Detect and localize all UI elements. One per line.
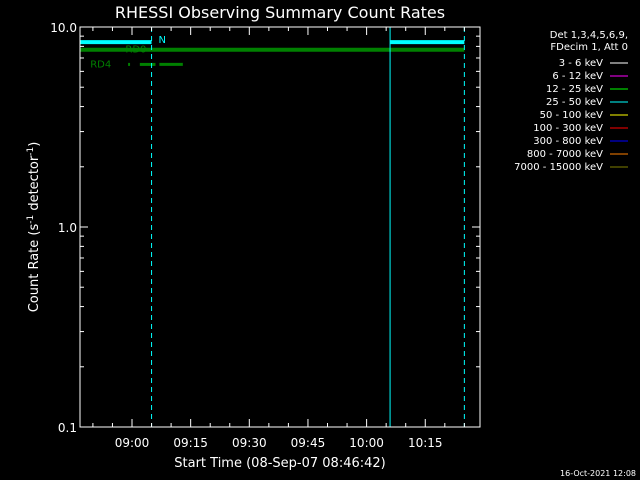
legend-header-line: FDecim 1, Att 0 [550,42,628,53]
y-tick-label: 10.0 [50,21,77,35]
y-axis-label-start: Count Rate (s [27,224,42,313]
y-axis-ticks: 10.0 1.0 0.1 [50,21,480,435]
y-axis-label: Count Rate (s-1 detector-1) [26,142,42,313]
legend-entry-label: 7000 - 15000 keV [514,162,603,173]
legend: Det 1,3,4,5,6,9,FDecim 1, Att 0 3 - 6 keV… [514,30,628,173]
legend-entry-label: 300 - 800 keV [533,136,603,147]
legend-entry-label: 100 - 300 keV [533,123,603,134]
y-axis-label-mid: detector [27,155,42,215]
flag-bar-label: N [159,35,166,46]
legend-header-line: Det 1,3,4,5,6,9, [550,30,628,41]
legend-entry-label: 25 - 50 keV [546,97,603,108]
x-axis-label: Start Time (08-Sep-07 08:46:42) [174,456,385,471]
y-axis-label-sup2: -1 [26,147,36,156]
plot-frame [79,26,481,428]
y-tick-label: 1.0 [58,221,77,235]
x-tick-label: 09:45 [291,436,326,450]
x-tick-label: 10:00 [349,436,384,450]
y-axis-label-sup1: -1 [26,215,36,224]
legend-entry-label: 3 - 6 keV [559,58,603,69]
chart-title: RHESSI Observing Summary Count Rates [115,3,445,22]
y-axis-label-end: ) [27,142,42,147]
x-axis-ticks: 09:00 09:15 09:30 09:45 10:00 10:15 [92,27,465,450]
y-tick-label: 0.1 [58,421,77,435]
legend-entry-label: 6 - 12 keV [552,71,603,82]
legend-entry-label: 800 - 7000 keV [527,149,603,160]
flag-label: RD0 [125,45,146,56]
vertical-markers [79,27,465,427]
legend-entry-label: 50 - 100 keV [540,110,604,121]
flag-label: RD4 [90,59,111,70]
x-tick-label: 09:00 [115,436,150,450]
flag-bars: N RD0 RD4 [80,35,465,70]
legend-entry-label: 12 - 25 keV [546,84,603,95]
x-tick-label: 10:15 [408,436,443,450]
x-tick-label: 09:15 [173,436,208,450]
timestamp: 16-Oct-2021 12:08 [560,469,636,478]
x-tick-label: 09:30 [232,436,267,450]
